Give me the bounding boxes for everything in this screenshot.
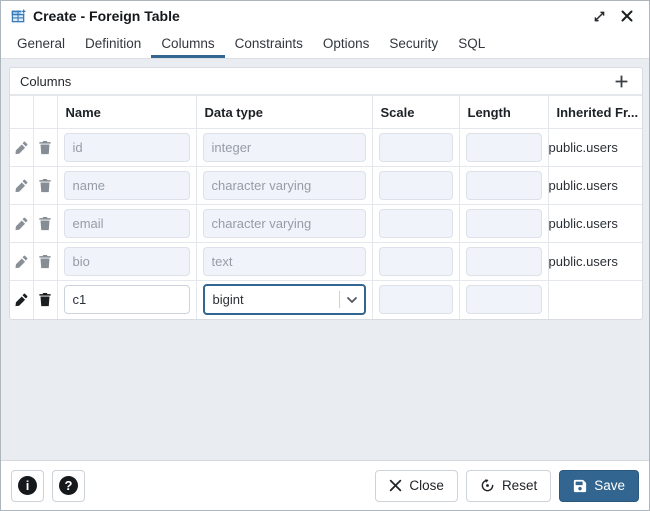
dropdown-divider xyxy=(338,291,340,309)
tab-constraints[interactable]: Constraints xyxy=(234,35,303,51)
length-column-header: Length xyxy=(458,95,549,129)
sql-info-button[interactable]: i xyxy=(11,469,44,502)
columns-table: Name Data type Scale Length Inherited Fr… xyxy=(10,95,642,319)
trash-icon xyxy=(39,216,51,231)
edit-row-button[interactable] xyxy=(10,205,33,242)
dialog-content: Columns Name Data type xyxy=(1,59,649,460)
trash-icon xyxy=(39,254,51,269)
edit-row-button[interactable] xyxy=(10,129,33,166)
inherited-from-value xyxy=(547,280,642,319)
trash-icon xyxy=(39,293,51,307)
tab-general[interactable]: General xyxy=(17,35,66,51)
question-circle-icon: ? xyxy=(59,476,78,495)
delete-column-header xyxy=(32,95,58,129)
pencil-icon xyxy=(15,217,28,231)
delete-row-button[interactable] xyxy=(34,129,57,166)
length-input xyxy=(465,171,542,200)
dialog-footer: i ? Close Reset Save xyxy=(1,460,649,510)
column-name-input[interactable] xyxy=(63,285,190,315)
pencil-icon xyxy=(15,255,28,269)
inherited-column-header: Inherited Fr... xyxy=(547,95,642,129)
help-button[interactable]: ? xyxy=(52,469,85,502)
column-name-input xyxy=(63,247,190,276)
dialog-title: Create - Foreign Table xyxy=(33,8,180,24)
close-dialog-button[interactable] xyxy=(617,6,637,26)
scale-input xyxy=(378,171,453,200)
pencil-icon xyxy=(15,293,28,307)
reset-button[interactable]: Reset xyxy=(465,469,552,502)
data-type-input xyxy=(202,171,366,200)
edit-row-button[interactable] xyxy=(10,243,33,280)
dialog-titlebar: Create - Foreign Table xyxy=(1,1,649,31)
scale-column-header: Scale xyxy=(371,95,460,129)
plus-icon xyxy=(615,75,627,87)
columns-panel: Columns Name Data type xyxy=(9,67,643,320)
trash-icon xyxy=(39,140,51,155)
columns-table-header-row: Name Data type Scale Length Inherited Fr… xyxy=(10,95,642,129)
length-input xyxy=(465,209,542,238)
table-row: public.users xyxy=(10,128,642,167)
columns-panel-title: Columns xyxy=(20,73,72,89)
inherited-from-value: public.users xyxy=(547,242,642,281)
table-row: public.users xyxy=(10,166,642,205)
close-button-label: Close xyxy=(409,478,444,493)
data-type-column-header: Data type xyxy=(195,95,373,129)
tab-columns[interactable]: Columns xyxy=(151,31,225,58)
tab-options[interactable]: Options xyxy=(322,35,370,51)
pencil-icon xyxy=(15,179,28,193)
save-button[interactable]: Save xyxy=(559,469,639,502)
edit-column-header xyxy=(10,95,34,129)
delete-row-button[interactable] xyxy=(34,205,57,242)
close-x-icon xyxy=(390,479,402,492)
delete-row-button[interactable] xyxy=(34,243,57,280)
column-name-input xyxy=(63,209,190,238)
close-icon xyxy=(621,10,633,22)
scale-input xyxy=(378,133,453,162)
inherited-from-value: public.users xyxy=(547,128,642,167)
tab-definition[interactable]: Definition xyxy=(85,35,142,51)
data-type-input xyxy=(202,247,366,276)
expand-icon xyxy=(594,11,604,21)
data-type-select[interactable]: bigint xyxy=(202,284,366,316)
delete-row-button[interactable] xyxy=(34,167,57,204)
add-column-button[interactable] xyxy=(610,70,632,92)
delete-row-button[interactable] xyxy=(34,281,57,319)
table-row: bigint xyxy=(10,280,642,319)
edit-row-button[interactable] xyxy=(10,167,33,204)
chevron-down-icon xyxy=(346,296,357,303)
inherited-from-value: public.users xyxy=(547,204,642,243)
table-row: public.users xyxy=(10,204,642,243)
maximize-button[interactable] xyxy=(589,6,609,26)
info-circle-icon: i xyxy=(18,476,37,495)
column-name-input xyxy=(63,171,190,200)
save-floppy-icon xyxy=(574,479,587,492)
table-icon xyxy=(11,8,26,22)
inherited-from-value: public.users xyxy=(547,166,642,205)
close-button[interactable]: Close xyxy=(375,469,458,502)
save-button-label: Save xyxy=(594,478,625,493)
scale-input xyxy=(378,209,453,238)
scale-input xyxy=(378,285,453,315)
data-type-input xyxy=(202,209,366,238)
trash-icon xyxy=(39,178,51,193)
scale-input xyxy=(378,247,453,276)
column-name-input xyxy=(63,133,190,162)
length-input xyxy=(465,133,542,162)
name-column-header: Name xyxy=(56,95,197,129)
reset-icon xyxy=(481,478,494,492)
data-type-selected-value: bigint xyxy=(212,292,244,308)
columns-panel-header: Columns xyxy=(10,68,642,95)
dialog-tabs: General Definition Columns Constraints O… xyxy=(1,31,649,59)
reset-button-label: Reset xyxy=(501,478,538,493)
length-input xyxy=(465,247,542,276)
tab-security[interactable]: Security xyxy=(389,35,439,51)
tab-sql[interactable]: SQL xyxy=(458,35,486,51)
edit-row-button[interactable] xyxy=(10,281,33,319)
length-input xyxy=(465,285,542,315)
data-type-input xyxy=(202,133,366,162)
pencil-icon xyxy=(15,141,28,155)
table-row: public.users xyxy=(10,242,642,281)
